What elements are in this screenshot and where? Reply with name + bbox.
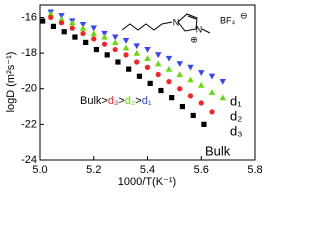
anion-label: BF₄ <box>220 15 236 25</box>
y-tick-label: -22 <box>21 118 37 130</box>
marker <box>134 59 140 65</box>
marker <box>187 64 194 71</box>
x-tick-label: 5.2 <box>86 164 101 176</box>
marker <box>112 39 119 46</box>
marker <box>165 65 173 72</box>
marker <box>165 55 173 62</box>
marker <box>166 79 172 85</box>
imidazolium-ring <box>177 13 198 32</box>
marker <box>69 25 75 31</box>
marker <box>90 30 97 37</box>
hexyl-chain <box>121 21 173 31</box>
marker <box>79 24 87 31</box>
marker <box>90 25 97 32</box>
cation-charge: ⊕ <box>190 34 198 44</box>
x-tick-label: 5.8 <box>247 164 262 176</box>
legend-label: Bulk <box>205 143 231 158</box>
legend-label: d₃ <box>230 123 243 138</box>
marker <box>187 76 194 83</box>
marker <box>144 64 151 70</box>
marker <box>115 59 121 65</box>
marker <box>144 46 151 53</box>
marker <box>69 19 76 26</box>
marker <box>93 46 100 53</box>
legend-label: d₂ <box>230 108 242 123</box>
molecule-inset <box>121 13 211 34</box>
annotation-part: d₁ <box>142 95 152 107</box>
marker <box>72 34 78 40</box>
marker <box>101 30 108 37</box>
marker <box>187 93 194 99</box>
marker <box>147 80 153 86</box>
marker <box>155 52 162 59</box>
atom-label: N <box>196 24 203 34</box>
x-axis-label: 1000/T(K⁻¹) <box>118 176 176 188</box>
legend-label: d₁ <box>230 93 242 108</box>
y-tick-label: -24 <box>21 154 37 166</box>
marker <box>122 38 130 44</box>
annotation-part: > <box>135 95 141 107</box>
marker <box>80 30 86 37</box>
marker <box>136 73 143 79</box>
annotation-part: d₃ <box>108 95 119 107</box>
marker <box>101 33 108 40</box>
marker <box>47 10 54 17</box>
methyl <box>201 28 211 34</box>
marker <box>122 44 130 51</box>
annotation-part: Bulk> <box>80 95 108 107</box>
marker <box>158 87 164 94</box>
marker <box>58 16 65 22</box>
marker <box>179 103 186 110</box>
marker <box>50 23 57 29</box>
annotation-part: d₂ <box>125 95 135 107</box>
marker <box>144 55 151 62</box>
y-tick-label: -18 <box>21 47 37 59</box>
marker <box>126 66 132 72</box>
chart: 1000/T(K⁻¹) logD (m²s⁻¹) Bulk>d₃>d₂>d₁ N… <box>5 4 263 188</box>
x-tick-label: 5.0 <box>32 164 47 176</box>
x-tick-label: 5.4 <box>140 164 155 176</box>
marker <box>176 61 183 67</box>
marker <box>208 89 216 95</box>
marker <box>79 21 87 28</box>
marker <box>177 86 183 92</box>
marker <box>112 46 118 53</box>
marker <box>155 71 161 78</box>
marker <box>198 70 205 76</box>
marker <box>58 20 65 26</box>
marker <box>91 36 97 42</box>
marker <box>219 79 226 85</box>
marker <box>112 34 119 41</box>
marker <box>209 109 215 115</box>
double-bond <box>187 15 197 20</box>
y-tick-label: -16 <box>21 11 37 23</box>
marker <box>123 52 129 58</box>
marker <box>61 29 67 35</box>
y-tick-label: -20 <box>21 83 37 95</box>
marker <box>40 18 46 24</box>
marker <box>133 49 140 56</box>
marker <box>133 43 140 50</box>
marker <box>83 39 89 46</box>
anion-charge: ⊖ <box>240 10 248 20</box>
marker <box>201 121 207 127</box>
marker <box>104 52 110 58</box>
marker <box>101 41 108 47</box>
marker <box>219 94 226 101</box>
marker <box>198 100 204 106</box>
x-tick-label: 5.6 <box>194 164 209 176</box>
marker <box>155 60 162 67</box>
annotation-part: > <box>118 95 124 107</box>
atom-label: N <box>173 17 180 27</box>
marker <box>190 112 196 119</box>
y-axis-label: logD (m²s⁻¹) <box>5 52 17 113</box>
marker <box>58 13 65 19</box>
marker <box>169 95 175 101</box>
marker <box>176 71 183 78</box>
marker <box>48 14 54 21</box>
marker <box>198 81 205 88</box>
annotation: Bulk>d₃>d₂>d₁ <box>80 95 152 107</box>
marker <box>208 73 216 80</box>
